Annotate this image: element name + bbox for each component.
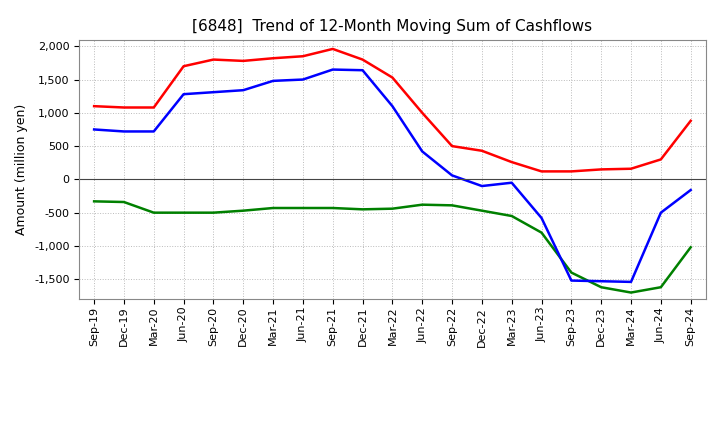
- Line: Free Cashflow: Free Cashflow: [94, 70, 690, 282]
- Investing Cashflow: [567, 270, 576, 275]
- Investing Cashflow: [90, 199, 99, 204]
- Free Cashflow: [448, 173, 456, 178]
- Operating Cashflow: [686, 118, 695, 124]
- Free Cashflow: [537, 215, 546, 220]
- Operating Cashflow: [597, 167, 606, 172]
- Operating Cashflow: [120, 105, 128, 110]
- Free Cashflow: [328, 67, 337, 72]
- Investing Cashflow: [299, 205, 307, 211]
- Free Cashflow: [239, 88, 248, 93]
- Y-axis label: Amount (million yen): Amount (million yen): [15, 104, 28, 235]
- Operating Cashflow: [209, 57, 217, 62]
- Operating Cashflow: [537, 169, 546, 174]
- Free Cashflow: [686, 187, 695, 193]
- Operating Cashflow: [508, 159, 516, 165]
- Investing Cashflow: [209, 210, 217, 215]
- Investing Cashflow: [508, 213, 516, 219]
- Operating Cashflow: [239, 58, 248, 63]
- Investing Cashflow: [686, 245, 695, 250]
- Free Cashflow: [567, 278, 576, 283]
- Free Cashflow: [90, 127, 99, 132]
- Investing Cashflow: [448, 203, 456, 208]
- Investing Cashflow: [359, 207, 367, 212]
- Free Cashflow: [120, 129, 128, 134]
- Operating Cashflow: [269, 55, 277, 61]
- Investing Cashflow: [328, 205, 337, 211]
- Investing Cashflow: [179, 210, 188, 215]
- Free Cashflow: [388, 103, 397, 109]
- Free Cashflow: [657, 210, 665, 215]
- Investing Cashflow: [150, 210, 158, 215]
- Investing Cashflow: [626, 290, 635, 295]
- Free Cashflow: [626, 279, 635, 285]
- Operating Cashflow: [418, 110, 426, 115]
- Free Cashflow: [508, 180, 516, 185]
- Line: Operating Cashflow: Operating Cashflow: [94, 49, 690, 172]
- Operating Cashflow: [299, 54, 307, 59]
- Free Cashflow: [269, 78, 277, 84]
- Operating Cashflow: [90, 103, 99, 109]
- Free Cashflow: [179, 92, 188, 97]
- Operating Cashflow: [179, 64, 188, 69]
- Free Cashflow: [597, 279, 606, 284]
- Title: [6848]  Trend of 12-Month Moving Sum of Cashflows: [6848] Trend of 12-Month Moving Sum of C…: [192, 19, 593, 34]
- Free Cashflow: [209, 90, 217, 95]
- Investing Cashflow: [418, 202, 426, 207]
- Operating Cashflow: [359, 57, 367, 62]
- Investing Cashflow: [657, 285, 665, 290]
- Investing Cashflow: [537, 230, 546, 235]
- Free Cashflow: [150, 129, 158, 134]
- Investing Cashflow: [269, 205, 277, 211]
- Operating Cashflow: [657, 157, 665, 162]
- Investing Cashflow: [477, 208, 486, 213]
- Free Cashflow: [299, 77, 307, 82]
- Operating Cashflow: [448, 143, 456, 149]
- Investing Cashflow: [239, 208, 248, 213]
- Free Cashflow: [477, 183, 486, 189]
- Operating Cashflow: [567, 169, 576, 174]
- Investing Cashflow: [120, 199, 128, 205]
- Free Cashflow: [418, 149, 426, 154]
- Operating Cashflow: [388, 75, 397, 80]
- Investing Cashflow: [388, 206, 397, 211]
- Operating Cashflow: [328, 46, 337, 51]
- Investing Cashflow: [597, 285, 606, 290]
- Line: Investing Cashflow: Investing Cashflow: [94, 202, 690, 293]
- Free Cashflow: [359, 68, 367, 73]
- Operating Cashflow: [150, 105, 158, 110]
- Operating Cashflow: [477, 148, 486, 154]
- Operating Cashflow: [626, 166, 635, 171]
